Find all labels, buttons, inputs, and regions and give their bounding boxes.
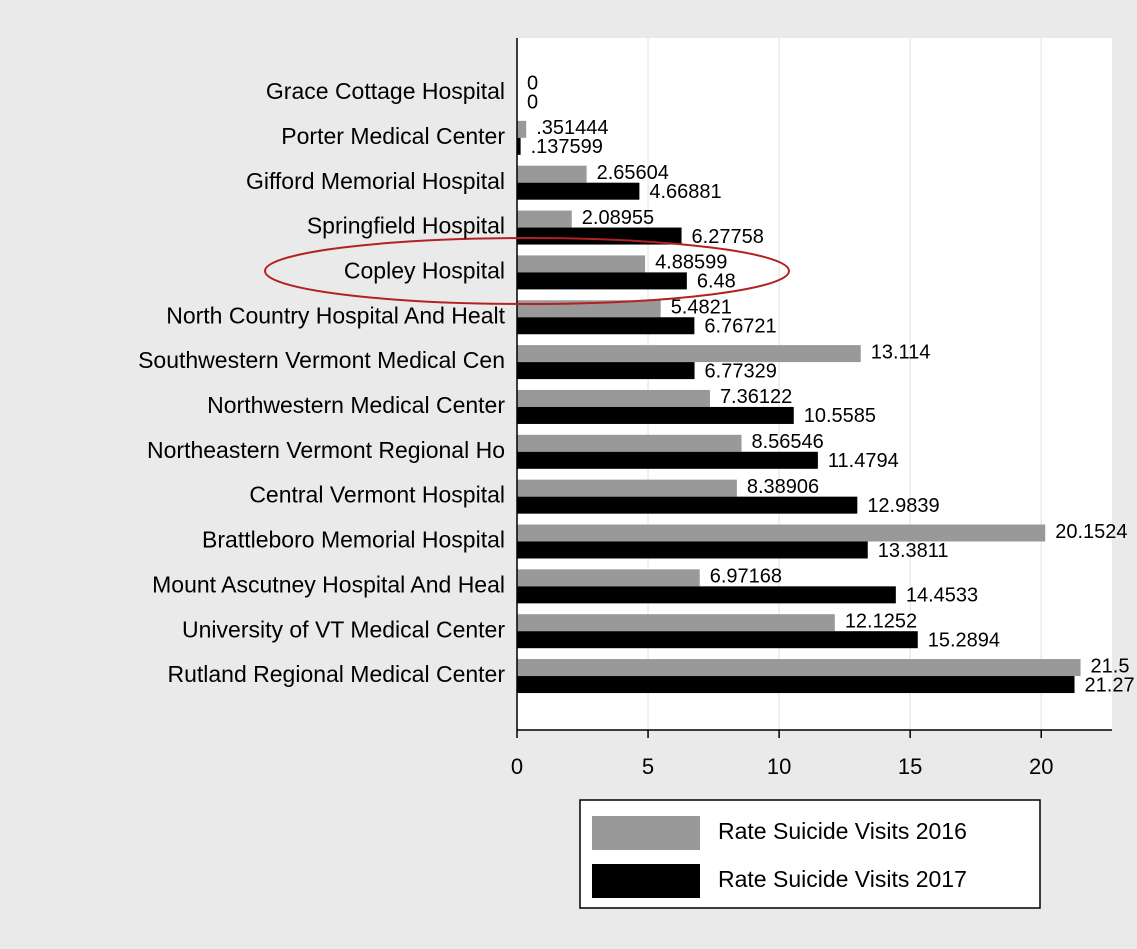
bar <box>517 137 521 155</box>
x-tick-label: 20 <box>1029 754 1053 779</box>
data-label: 14.4533 <box>906 585 978 607</box>
data-label: 21.27 <box>1085 674 1135 696</box>
legend-swatch <box>592 864 700 898</box>
bar <box>517 182 640 200</box>
data-label: 12.9839 <box>867 495 939 517</box>
legend-label: Rate Suicide Visits 2016 <box>718 818 967 844</box>
x-tick-label: 0 <box>511 754 523 779</box>
data-label: 12.1252 <box>845 610 917 632</box>
bar <box>517 524 1046 542</box>
data-label: 2.08955 <box>582 207 654 229</box>
data-label: .137599 <box>531 136 603 158</box>
bar <box>517 406 794 424</box>
data-label: 10.5585 <box>804 405 876 427</box>
y-tick-label: Central Vermont Hospital <box>249 482 505 508</box>
bar <box>517 389 710 407</box>
bar <box>517 345 861 363</box>
data-label: 0 <box>527 91 538 113</box>
y-tick-label: Mount Ascutney Hospital And Heal <box>152 571 505 597</box>
bar <box>517 165 587 183</box>
y-tick-label: University of VT Medical Center <box>182 616 505 642</box>
data-label: 11.4794 <box>828 450 899 472</box>
bar <box>517 317 695 335</box>
data-label: 20.1524 <box>1055 521 1127 543</box>
bar <box>517 659 1081 677</box>
y-tick-label: Northeastern Vermont Regional Ho <box>147 437 505 463</box>
bar <box>517 479 737 497</box>
bar <box>517 120 527 138</box>
data-label: .351444 <box>536 117 608 139</box>
y-tick-label: North Country Hospital And Healt <box>166 302 505 328</box>
x-tick-label: 10 <box>767 754 791 779</box>
legend-items: Rate Suicide Visits 2016 Rate Suicide Vis… <box>592 816 967 898</box>
data-label: 13.114 <box>871 341 931 363</box>
bar <box>517 434 742 452</box>
data-label: 21.5 <box>1091 655 1130 677</box>
data-label: 4.88599 <box>655 252 727 274</box>
data-label: 6.77329 <box>705 360 777 382</box>
y-tick-label: Grace Cottage Hospital <box>266 78 505 104</box>
data-label: 6.76721 <box>704 316 776 338</box>
bar <box>517 676 1075 694</box>
legend-swatch <box>592 816 700 850</box>
data-label: 13.3811 <box>878 540 949 562</box>
data-label: 6.97168 <box>710 566 782 588</box>
data-label: 8.38906 <box>747 476 819 498</box>
data-label: 5.4821 <box>671 297 732 319</box>
data-label: 6.27758 <box>692 226 764 248</box>
legend-label: Rate Suicide Visits 2017 <box>718 866 967 892</box>
bar <box>517 451 818 469</box>
y-tick-label: Northwestern Medical Center <box>207 392 505 418</box>
data-label: 15.2894 <box>928 629 1000 651</box>
highlight-ellipse <box>264 237 790 305</box>
bar <box>517 631 918 649</box>
y-tick-label: Gifford Memorial Hospital <box>246 168 505 194</box>
y-tick-label: Porter Medical Center <box>281 123 505 149</box>
y-tick-label: Southwestern Vermont Medical Cen <box>138 347 505 373</box>
y-tick-label: Brattleboro Memorial Hospital <box>202 527 505 553</box>
x-tick-label: 15 <box>898 754 922 779</box>
data-label: 4.66881 <box>649 181 721 203</box>
data-label: 8.56546 <box>752 431 824 453</box>
bar <box>517 614 835 632</box>
bar <box>517 541 868 559</box>
bar <box>517 210 572 228</box>
bar <box>517 586 896 604</box>
bar <box>517 569 700 587</box>
x-tick-label: 5 <box>642 754 654 779</box>
data-label: 6.48 <box>697 271 736 293</box>
y-tick-label: Copley Hospital <box>344 257 505 283</box>
bar <box>517 496 858 514</box>
bar <box>517 255 646 273</box>
data-label: 2.65604 <box>597 162 669 184</box>
data-label: 7.36122 <box>720 386 792 408</box>
bars <box>517 120 1081 694</box>
bar <box>517 362 695 380</box>
y-tick-label: Rutland Regional Medical Center <box>167 661 505 687</box>
data-label: 0 <box>527 72 538 94</box>
bar <box>517 272 687 290</box>
y-tick-label: Springfield Hospital <box>307 213 505 239</box>
